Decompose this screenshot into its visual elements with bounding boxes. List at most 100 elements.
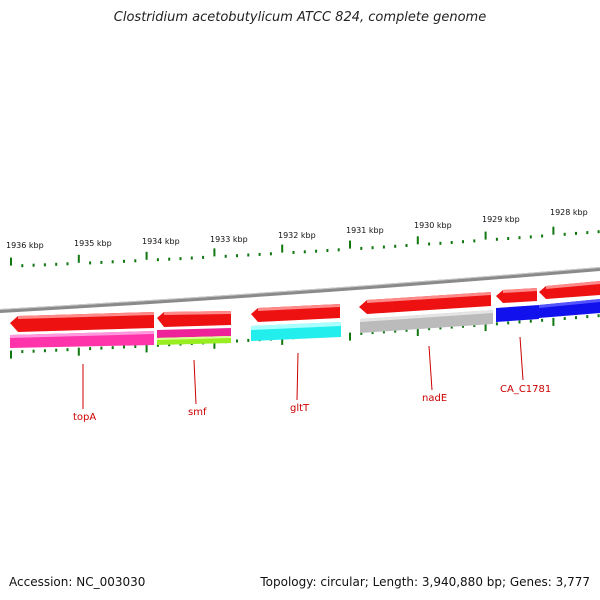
minor-tick bbox=[55, 348, 58, 352]
cds-arrow-smf[interactable] bbox=[157, 311, 231, 327]
minor-tick bbox=[495, 322, 498, 326]
minor-tick bbox=[202, 255, 205, 259]
minor-tick bbox=[473, 324, 476, 327]
minor-tick bbox=[597, 314, 600, 318]
gene-bar-nadE[interactable] bbox=[360, 310, 493, 333]
minor-tick bbox=[428, 327, 431, 331]
gene-leader-lines bbox=[82, 336, 524, 409]
major-tick bbox=[349, 332, 351, 341]
cds-arrow-CA_C1781-shade bbox=[503, 288, 537, 293]
minor-tick bbox=[518, 236, 521, 240]
major-tick bbox=[416, 236, 419, 245]
major-tick bbox=[416, 328, 419, 336]
minor-tick bbox=[156, 343, 159, 347]
upper-ruler bbox=[10, 226, 600, 268]
major-tick bbox=[484, 323, 487, 332]
minor-tick bbox=[405, 244, 408, 247]
minor-tick bbox=[247, 338, 250, 342]
minor-tick bbox=[168, 343, 171, 347]
genome-backbone bbox=[0, 267, 600, 313]
forward-strand-features bbox=[10, 281, 600, 332]
minor-tick bbox=[224, 254, 227, 258]
minor-tick bbox=[371, 331, 374, 335]
cds-arrow-topA-shade bbox=[18, 312, 154, 319]
gene-label-gltT[interactable]: gltT bbox=[290, 403, 310, 414]
minor-tick bbox=[382, 245, 385, 249]
minor-tick bbox=[43, 263, 46, 267]
minor-tick bbox=[507, 237, 510, 240]
minor-tick bbox=[473, 239, 476, 243]
minor-tick bbox=[394, 244, 397, 248]
minor-tick bbox=[541, 234, 544, 238]
minor-tick bbox=[529, 319, 532, 323]
minor-tick bbox=[303, 250, 306, 254]
accession-text: Accession: NC_003030 bbox=[9, 575, 146, 589]
gene-label-topA[interactable]: topA bbox=[73, 412, 96, 423]
tick-label: 1932 kbp bbox=[278, 231, 316, 240]
minor-tick bbox=[258, 252, 261, 256]
minor-tick bbox=[89, 347, 92, 351]
minor-tick bbox=[405, 328, 408, 332]
major-tick bbox=[552, 317, 555, 326]
gene-bar-nadE-light bbox=[360, 310, 493, 322]
gene-bar-smf[interactable] bbox=[157, 328, 231, 338]
minor-tick bbox=[247, 253, 250, 257]
minor-tick bbox=[21, 350, 24, 354]
leader-line-CA_C1781 bbox=[519, 336, 524, 381]
minor-tick bbox=[32, 349, 35, 353]
major-tick bbox=[552, 226, 555, 235]
minor-tick bbox=[134, 345, 137, 348]
tick-labels: 1936 kbp 1935 kbp 1934 kbp 1933 kbp 1932… bbox=[6, 208, 588, 250]
minor-tick bbox=[32, 263, 35, 267]
minor-tick bbox=[100, 260, 103, 264]
gene-labels: topA smf gltT nadE CA_C1781 bbox=[73, 384, 551, 423]
minor-tick bbox=[89, 261, 92, 265]
minor-tick bbox=[360, 331, 363, 335]
minor-tick bbox=[43, 349, 46, 353]
tick-label: 1931 kbp bbox=[346, 226, 384, 235]
gene-features bbox=[10, 299, 600, 348]
tick-label: 1935 kbp bbox=[74, 239, 112, 248]
cds-arrow-next-shade bbox=[546, 281, 600, 289]
major-tick bbox=[77, 254, 80, 263]
minor-tick bbox=[168, 257, 171, 261]
gene-bar-next-light bbox=[539, 299, 600, 308]
minor-tick bbox=[123, 259, 125, 263]
tick-label: 1936 kbp bbox=[6, 241, 44, 250]
genome-backbone-highlight bbox=[0, 267, 600, 310]
major-tick bbox=[145, 251, 148, 260]
leader-line-gltT bbox=[296, 352, 299, 401]
minor-tick bbox=[190, 256, 193, 260]
cds-arrow-gltT-shade bbox=[258, 304, 340, 311]
minor-tick bbox=[541, 318, 544, 322]
gene-bar-CA_C1781[interactable] bbox=[496, 305, 539, 322]
leader-line-nadE bbox=[428, 345, 433, 391]
gene-label-nadE[interactable]: nadE bbox=[422, 393, 447, 404]
major-tick bbox=[281, 244, 284, 253]
minor-tick bbox=[462, 240, 464, 244]
minor-tick bbox=[450, 325, 453, 329]
gene-label-smf[interactable]: smf bbox=[188, 407, 207, 418]
cds-arrow-nadE-shade bbox=[367, 292, 491, 303]
minor-tick bbox=[360, 246, 363, 250]
gene-label-CA_C1781[interactable]: CA_C1781 bbox=[500, 384, 551, 395]
cds-arrow-nadE[interactable] bbox=[359, 292, 491, 314]
tick-label: 1934 kbp bbox=[142, 237, 180, 246]
tick-label: 1930 kbp bbox=[414, 221, 452, 230]
tick-label: 1929 kbp bbox=[482, 215, 520, 224]
minor-tick bbox=[179, 257, 182, 261]
minor-tick bbox=[337, 248, 340, 252]
minor-tick bbox=[371, 246, 374, 250]
minor-tick bbox=[123, 345, 125, 349]
minor-tick bbox=[269, 252, 272, 256]
map-title: Clostridium acetobutylicum ATCC 824, com… bbox=[113, 10, 487, 25]
minor-tick bbox=[529, 235, 532, 239]
topology-text: Topology: circular; Length: 3,940,880 bp… bbox=[260, 575, 590, 589]
major-tick bbox=[10, 257, 12, 266]
major-tick bbox=[213, 340, 216, 349]
leader-line-smf bbox=[193, 359, 197, 405]
minor-tick bbox=[428, 242, 431, 246]
minor-tick bbox=[111, 260, 114, 264]
minor-tick bbox=[507, 321, 510, 325]
major-tick bbox=[349, 240, 351, 249]
